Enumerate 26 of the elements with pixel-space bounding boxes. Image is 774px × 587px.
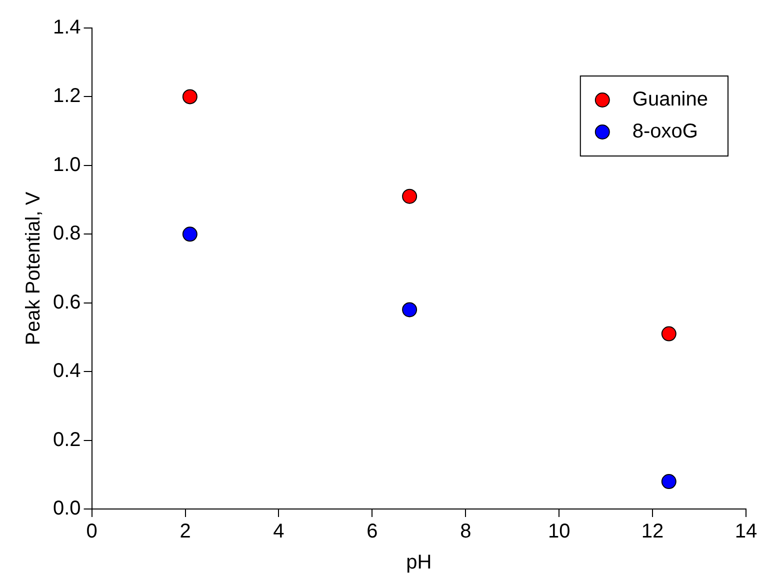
- point: [661, 474, 676, 490]
- y-tick-label: 0.6: [52, 291, 81, 314]
- y-tick-label: 0.4: [52, 360, 81, 382]
- y-axis-title: Peak Potential, V: [22, 191, 45, 346]
- y-tick-label: 0.0: [52, 498, 81, 520]
- y-tick-label: 1.4: [52, 16, 81, 39]
- x-tick-label: 14: [734, 520, 758, 543]
- point: [402, 188, 418, 204]
- point: [661, 326, 676, 342]
- x-tick-label: 0: [86, 520, 98, 543]
- y-tick-label: 1.0: [52, 154, 81, 176]
- x-tick-label: 6: [366, 520, 378, 543]
- y-tick-label: 1.2: [52, 85, 81, 108]
- point: [182, 89, 198, 104]
- point: [182, 226, 198, 242]
- x-tick-label: 4: [273, 520, 284, 543]
- x-tick-label: 8: [460, 520, 472, 543]
- y-tick-label: 0.8: [52, 222, 81, 245]
- legend-label: 8-oxoG: [632, 120, 698, 143]
- legend-label: Guanine: [632, 88, 708, 111]
- x-tick-label: 12: [641, 520, 664, 543]
- x-axis-title: pH: [406, 552, 432, 574]
- x-tick-label: 2: [180, 520, 191, 543]
- point: [402, 302, 418, 318]
- x-tick-label: 10: [548, 520, 570, 543]
- y-tick-label: 0.2: [52, 428, 81, 451]
